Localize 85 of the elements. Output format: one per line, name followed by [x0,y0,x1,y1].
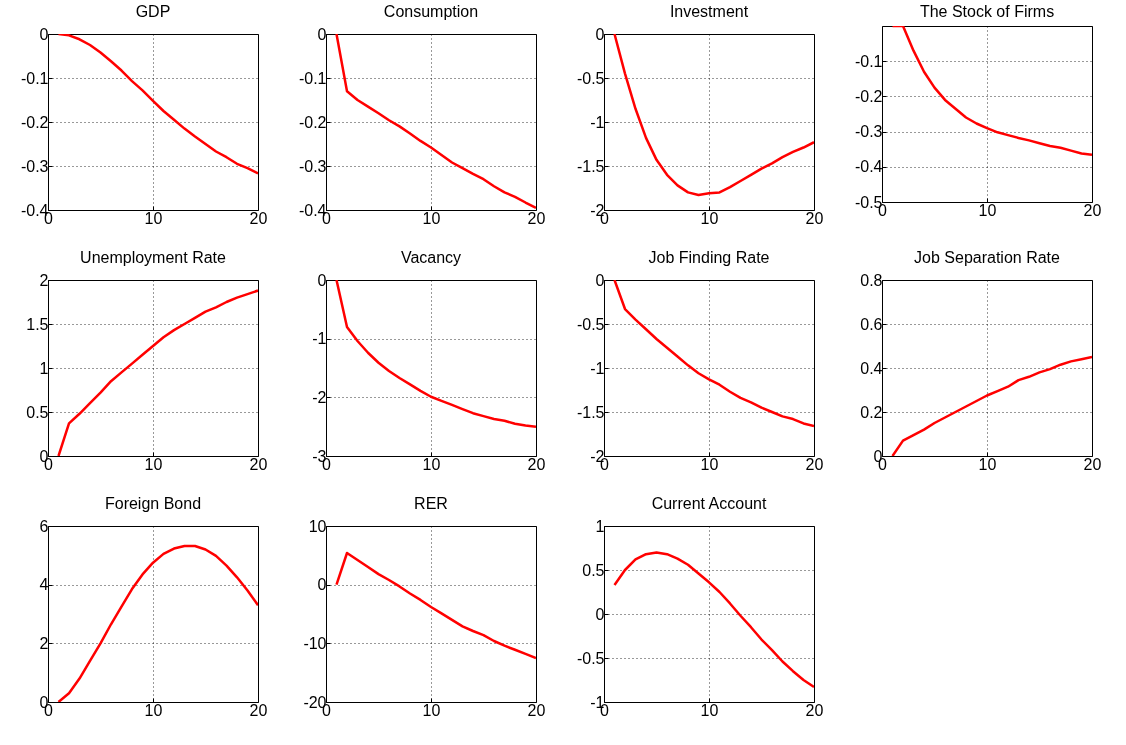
x-tick-label: 10 [700,701,719,719]
y-tick-label: 0 [595,605,605,623]
x-tick-label: 20 [527,209,546,227]
y-tick-label: 0.6 [860,315,883,333]
x-tick-label: 20 [527,701,546,719]
x-tick-label: 20 [805,455,824,473]
chart-title: RER [414,495,448,512]
x-tick-label: 10 [144,701,163,719]
y-tick-label: 0 [39,25,49,43]
y-tick-label: 0.5 [582,561,605,579]
line-series [57,34,258,175]
y-tick-label: -0.1 [854,52,883,70]
x-tick-label: 20 [527,455,546,473]
y-tick-label: -0.1 [298,69,327,87]
x-tick-label: 20 [249,455,268,473]
y-tick-label: -1.5 [576,157,605,175]
x-tick-label: 10 [700,455,719,473]
y-tick-label: -0.3 [20,157,49,175]
y-tick-label: 0.4 [860,359,883,377]
line-series [891,26,1092,157]
y-tick-label: -0.2 [20,113,49,131]
y-tick-label: 10 [308,517,327,535]
x-tick-label: 20 [805,701,824,719]
line-series [335,34,536,210]
line-series [335,551,536,660]
chart-title: Consumption [383,3,479,20]
chart-title: Foreign Bond [104,495,202,512]
x-tick-label: 10 [978,455,997,473]
x-tick-label: 20 [1083,201,1102,219]
x-tick-label: 10 [978,201,997,219]
x-tick-label: 20 [1083,455,1102,473]
chart-title: The Stock of Firms [919,3,1055,20]
x-tick-label: 10 [422,455,441,473]
line-series [613,34,814,197]
line-series [335,280,536,428]
line-series [57,544,258,702]
chart-title: Unemployment Rate [80,249,227,266]
y-tick-label: 0 [317,25,327,43]
y-tick-label: 1 [39,359,49,377]
y-tick-label: -0.2 [298,113,327,131]
y-tick-label: -0.4 [854,158,883,176]
y-tick-label: 0 [317,576,327,594]
x-tick-label: 20 [249,701,268,719]
y-tick-label: 0.5 [26,403,49,421]
y-tick-label: 1.5 [26,315,49,333]
x-tick-label: 10 [144,209,163,227]
y-tick-label: 0.2 [860,403,883,421]
y-tick-label: 0 [317,271,327,289]
y-tick-label: -0.3 [854,123,883,141]
line-series [57,289,258,456]
chart-title: Job Finding Rate [648,249,770,266]
y-tick-label: -0.5 [576,69,605,87]
y-tick-label: -1 [312,330,327,348]
chart-title: Job Separation Rate [914,249,1061,266]
line-series [613,551,814,689]
y-tick-label: 4 [39,576,49,594]
line-series [891,355,1092,456]
x-tick-label: 20 [805,209,824,227]
y-tick-label: 1 [595,517,605,535]
y-tick-label: -1 [590,359,605,377]
y-tick-label: 0 [595,25,605,43]
y-tick-label: -0.1 [20,69,49,87]
y-tick-label: -1.5 [576,403,605,421]
y-tick-label: 0.8 [860,271,883,289]
x-tick-label: 10 [422,701,441,719]
chart-title: Investment [669,3,749,20]
y-tick-label: -0.5 [576,649,605,667]
y-tick-label: -0.5 [576,315,605,333]
y-tick-label: 2 [39,634,49,652]
chart-title: GDP [135,3,171,20]
y-tick-label: -1 [590,113,605,131]
x-tick-label: 10 [422,209,441,227]
chart-title: Vacancy [400,249,462,266]
x-tick-label: 10 [144,455,163,473]
line-series [613,280,814,428]
y-tick-label: 0 [595,271,605,289]
y-tick-label: -0.3 [298,157,327,175]
x-tick-label: 10 [700,209,719,227]
y-tick-label: -10 [303,634,327,652]
y-tick-label: -0.2 [854,87,883,105]
chart-title: Current Account [651,495,767,512]
y-tick-label: 6 [39,517,49,535]
x-tick-label: 20 [249,209,268,227]
y-tick-label: -2 [312,388,327,406]
y-tick-label: 2 [39,271,49,289]
